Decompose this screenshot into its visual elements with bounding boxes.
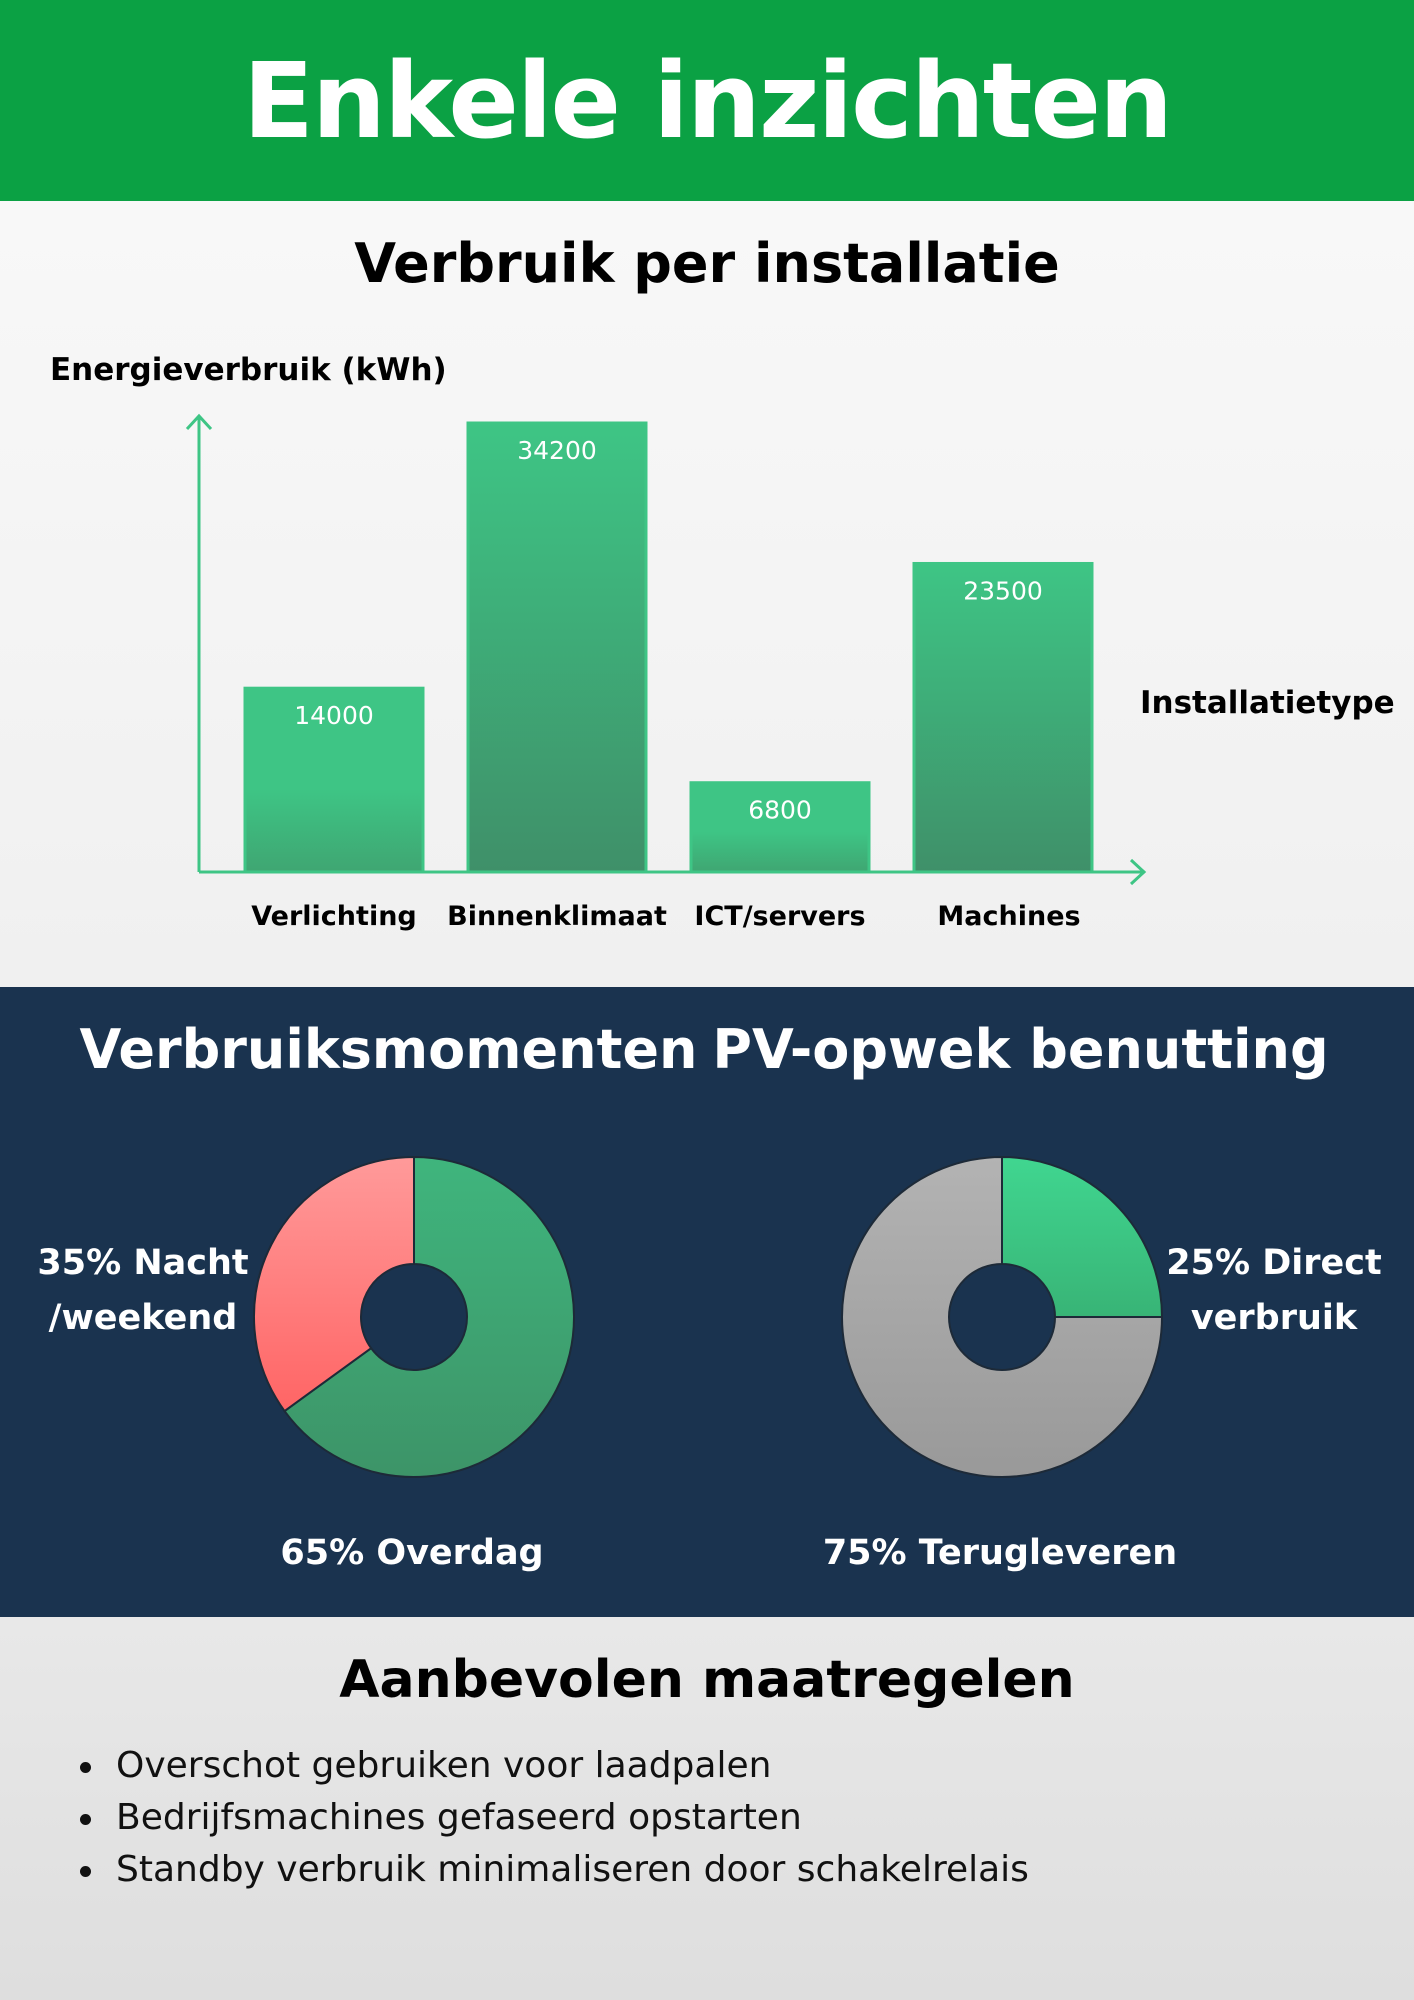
- recommendations-section: [0, 1617, 1414, 2000]
- bar-machines: [912, 561, 1094, 874]
- bar-chart-title: Verbruik per installatie: [354, 232, 1060, 295]
- page-title: Enkele inzichten: [242, 39, 1173, 162]
- bar-value-label: 6800: [748, 796, 812, 825]
- bar-ict-servers: [689, 781, 871, 874]
- pie-right-title: PV-opwek benutting: [712, 1018, 1329, 1081]
- pie-left-chart: [253, 1155, 575, 1478]
- pie-right-label-green-1: 25% Direct: [1166, 1243, 1382, 1283]
- recommendations-list: Overschot gebruiken voor laadpalen Bedri…: [80, 1740, 1029, 1896]
- bar-value-label: 14000: [294, 701, 374, 730]
- pie-charts: 35% Nacht /weekend 65% Overdag 25% Direc…: [37, 1155, 1382, 1573]
- pie-slice: [1001, 1155, 1164, 1318]
- bar-chart: Energieverbruik (kWh) Installatietype 14…: [50, 352, 1395, 932]
- pie-slice: [253, 1155, 415, 1413]
- x-axis-label: Installatietype: [1140, 685, 1395, 721]
- list-item: Standby verbruik minimaliseren door scha…: [80, 1844, 1029, 1896]
- pie-slice: [841, 1155, 1164, 1478]
- y-axis-arrow: [185, 413, 213, 431]
- pie-left-label-green: 65% Overdag: [280, 1533, 543, 1573]
- x-tick-label: Binnenklimaat: [447, 901, 667, 932]
- pie-slice: [283, 1155, 575, 1478]
- x-tick-label: Verlichting: [251, 901, 417, 932]
- pie-right-label-green-2: verbruik: [1191, 1298, 1358, 1338]
- pie-right-label-grey: 75% Terugleveren: [823, 1533, 1177, 1573]
- x-tick-label: Machines: [937, 901, 1080, 932]
- pie-left-label-red-1: 35% Nacht: [37, 1243, 248, 1283]
- pie-right-chart: [841, 1155, 1164, 1478]
- pie-left-label-red-2: /weekend: [49, 1298, 238, 1338]
- x-axis-arrow: [1129, 858, 1147, 886]
- x-tick-label: ICT/servers: [694, 901, 865, 932]
- bar-value-label: 23500: [963, 576, 1043, 605]
- recommendations-title: Aanbevolen maatregelen: [339, 1650, 1075, 1710]
- list-item: Bedrijfsmachines gefaseerd opstarten: [80, 1792, 1029, 1844]
- pie-left-title: Verbruiksmomenten: [79, 1018, 698, 1081]
- bar-binnenklimaat: [466, 421, 648, 874]
- pie-charts-section: [0, 987, 1414, 1617]
- y-axis-label: Energieverbruik (kWh): [50, 352, 447, 388]
- list-item: Overschot gebruiken voor laadpalen: [80, 1740, 1029, 1792]
- bar-value-label: 34200: [517, 436, 597, 465]
- page-header: Enkele inzichten: [0, 0, 1414, 201]
